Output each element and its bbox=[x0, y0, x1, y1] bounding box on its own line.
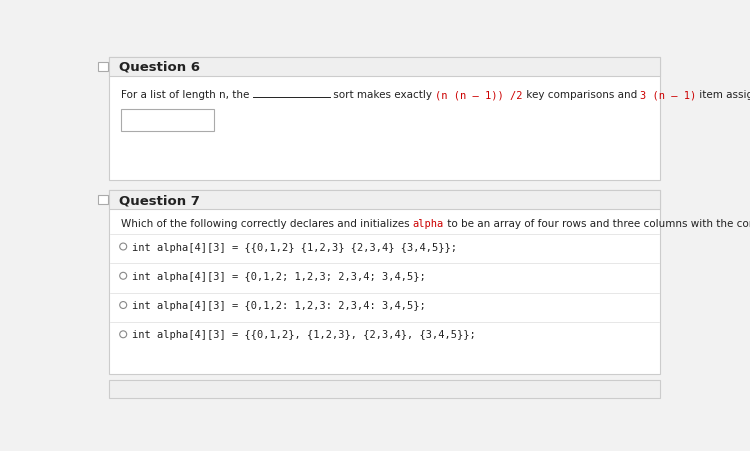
Circle shape bbox=[120, 273, 127, 280]
Circle shape bbox=[120, 302, 127, 309]
Text: sort makes exactly: sort makes exactly bbox=[330, 90, 435, 100]
Bar bbox=[110, 191, 659, 374]
Text: Which of the following correctly declares and initializes: Which of the following correctly declare… bbox=[121, 219, 412, 229]
Bar bbox=[110, 58, 659, 76]
Bar bbox=[110, 191, 659, 209]
Bar bbox=[98, 195, 108, 205]
Text: int alpha[4][3] = {0,1,2; 1,2,3; 2,3,4; 3,4,5};: int alpha[4][3] = {0,1,2; 1,2,3; 2,3,4; … bbox=[133, 271, 426, 281]
Text: 3 (n – 1): 3 (n – 1) bbox=[640, 90, 697, 100]
Text: For a list of length n, the: For a list of length n, the bbox=[121, 90, 253, 100]
Circle shape bbox=[120, 331, 127, 338]
Circle shape bbox=[120, 244, 127, 250]
Text: int alpha[4][3] = {0,1,2: 1,2,3: 2,3,4: 3,4,5};: int alpha[4][3] = {0,1,2: 1,2,3: 2,3,4: … bbox=[133, 300, 426, 310]
Bar bbox=[121, 110, 214, 132]
Bar bbox=[98, 63, 108, 72]
Bar bbox=[110, 58, 659, 181]
Text: alpha: alpha bbox=[413, 219, 444, 229]
Text: Question 6: Question 6 bbox=[118, 61, 200, 74]
Text: int alpha[4][3] = {{0,1,2} {1,2,3} {2,3,4} {3,4,5}};: int alpha[4][3] = {{0,1,2} {1,2,3} {2,3,… bbox=[133, 242, 458, 252]
Text: key comparisons and: key comparisons and bbox=[523, 90, 640, 100]
Text: Question 7: Question 7 bbox=[118, 193, 200, 207]
Text: item assignments.: item assignments. bbox=[697, 90, 750, 100]
Text: int alpha[4][3] = {{0,1,2}, {1,2,3}, {2,3,4}, {3,4,5}};: int alpha[4][3] = {{0,1,2}, {1,2,3}, {2,… bbox=[133, 330, 476, 340]
Text: (n (n – 1)) /2: (n (n – 1)) /2 bbox=[435, 90, 523, 100]
Text: to be an array of four rows and three columns with the component type: to be an array of four rows and three co… bbox=[444, 219, 750, 229]
Bar bbox=[110, 380, 659, 398]
